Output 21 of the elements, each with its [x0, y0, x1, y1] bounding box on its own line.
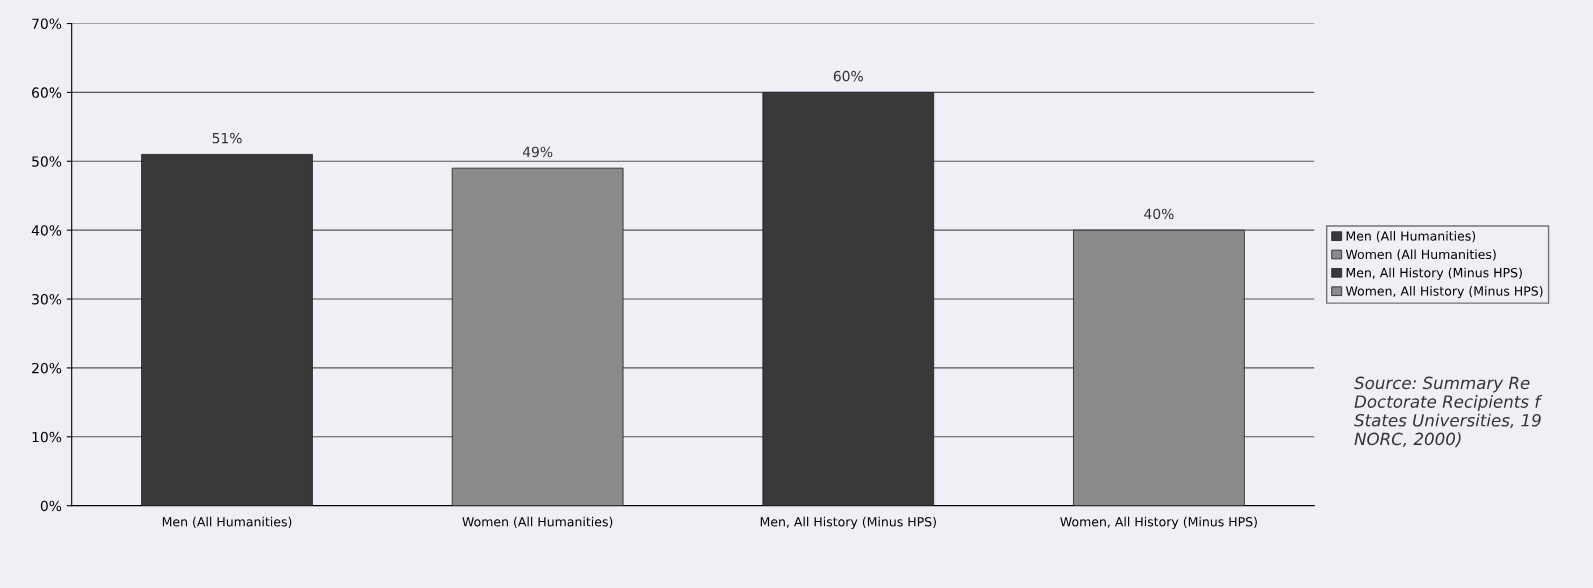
data-label: 49% [522, 146, 553, 158]
legend-label: Men (All Humanities) [1346, 231, 1476, 243]
x-tick-label: Women, All History (Minus HPS) [1060, 516, 1257, 529]
y-tick-label: 40% [31, 225, 62, 236]
data-label: 60% [833, 70, 863, 82]
x-tick-label: Women (All Humanities) [462, 516, 613, 528]
source-note: Source: Summary Re Doctorate Recipients f States Universities, 19 NORC, 2000) [1354, 376, 1543, 448]
x-tick-label: Men (All Humanities) [162, 516, 292, 528]
y-tick-label: 0% [40, 500, 62, 512]
y-tick-label: 20% [32, 362, 62, 374]
y-tick-label: 60% [32, 87, 62, 98]
legend-label: Men, All History (Minus HPS) [1346, 267, 1522, 280]
y-tick-label: 10% [32, 431, 62, 443]
y-tick-label: 30% [32, 294, 62, 305]
data-label: 40% [1144, 208, 1174, 220]
data-label: 51% [212, 132, 242, 144]
legend-label: Women, All History (Minus HPS) [1345, 286, 1543, 299]
legend-label: Women (All Humanities) [1345, 249, 1496, 261]
y-tick-label: 70% [32, 18, 62, 29]
y-tick-label: 50% [32, 156, 62, 167]
x-tick-label: Men, All History (Minus HPS) [760, 516, 936, 529]
